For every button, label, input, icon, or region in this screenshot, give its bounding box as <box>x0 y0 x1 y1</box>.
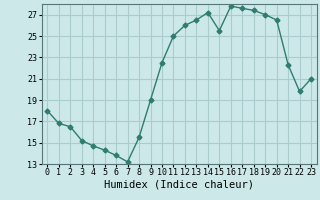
X-axis label: Humidex (Indice chaleur): Humidex (Indice chaleur) <box>104 180 254 190</box>
